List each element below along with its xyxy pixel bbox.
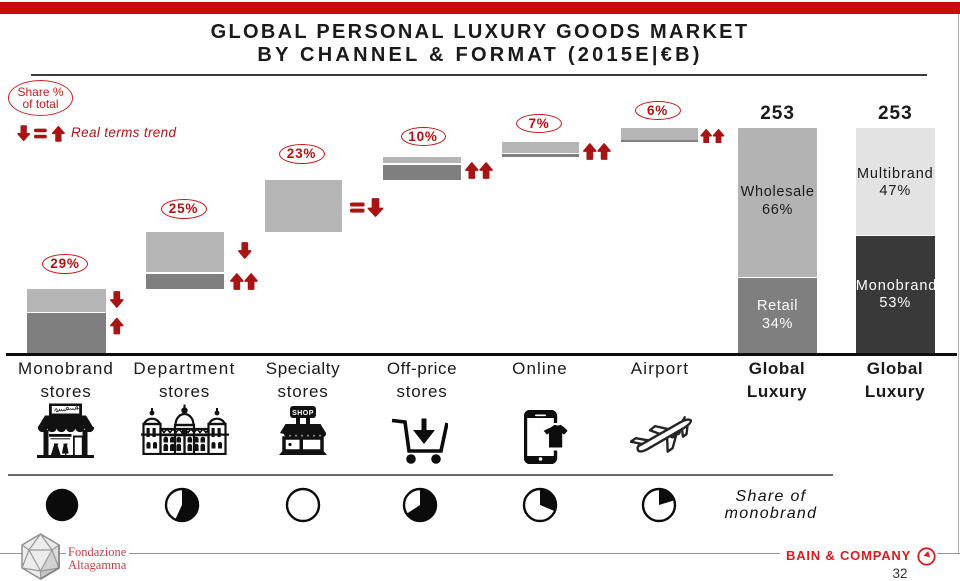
svg-text:SHOP: SHOP	[292, 410, 314, 417]
